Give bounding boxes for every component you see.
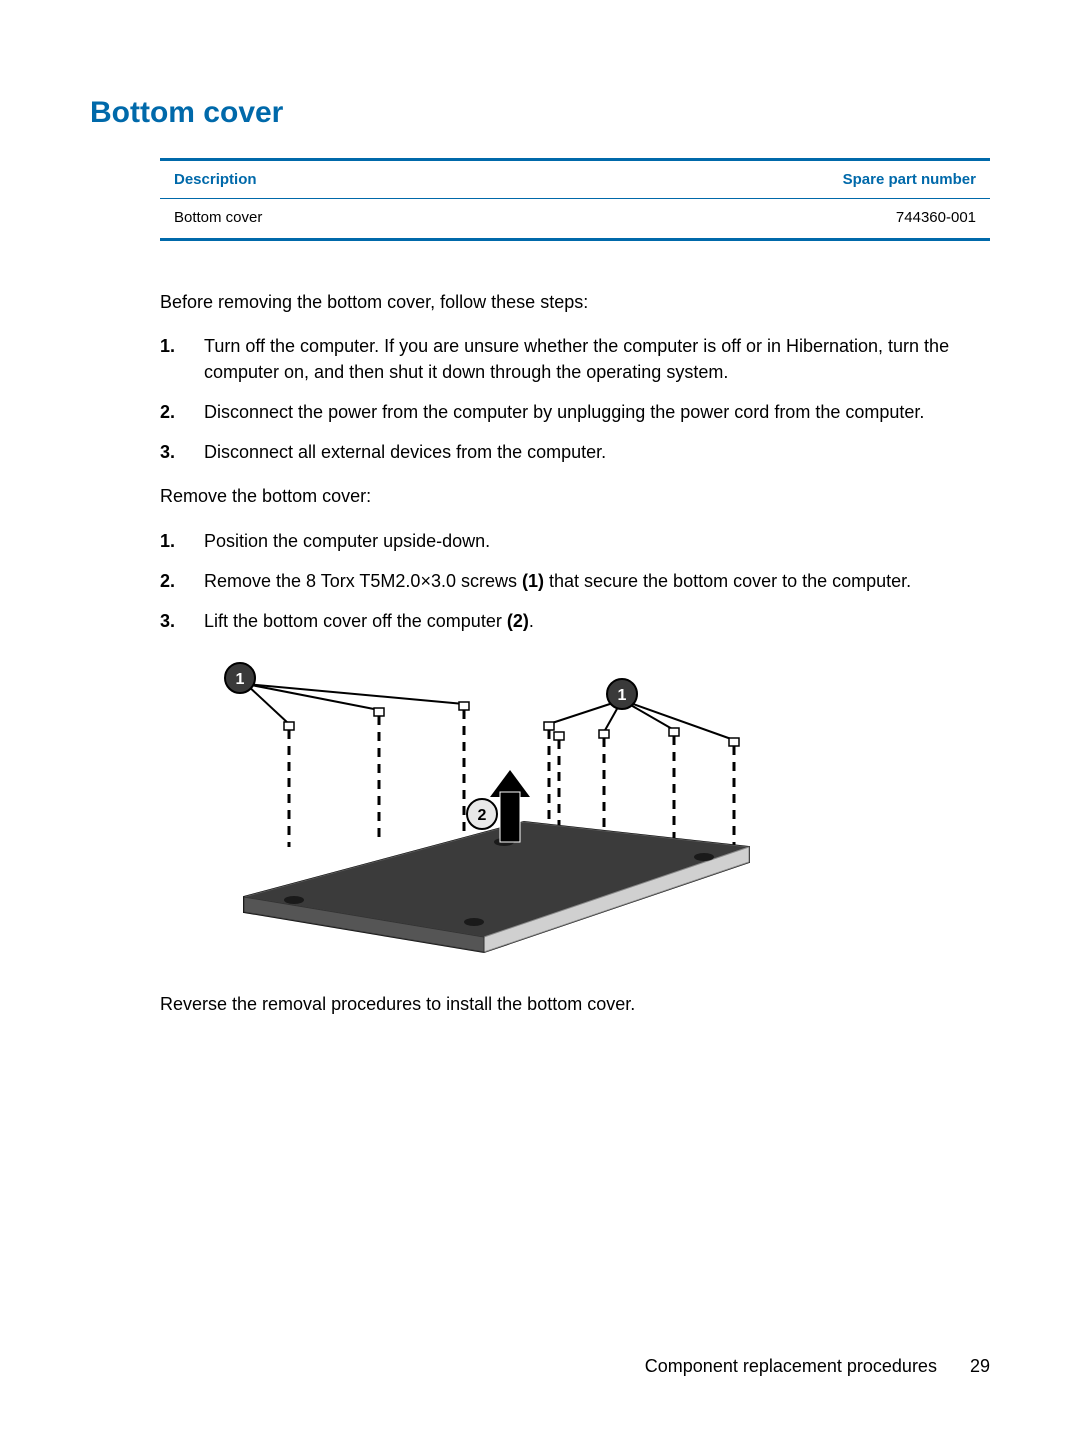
callout-label: 1 (618, 687, 627, 704)
step-text-tail: that secure the bottom cover to the comp… (544, 571, 911, 591)
table-cell-partnumber: 744360-001 (508, 199, 990, 240)
list-item: 3.Lift the bottom cover off the computer… (160, 608, 990, 634)
table-row: Bottom cover 744360-001 (160, 199, 990, 240)
callout-label: 1 (236, 671, 245, 688)
table-header-partnumber: Spare part number (508, 160, 990, 199)
intro-remove-text: Remove the bottom cover: (160, 483, 990, 509)
step-text: Disconnect the power from the computer b… (204, 402, 924, 422)
callout-ref: (1) (522, 571, 544, 591)
footer-page-number: 29 (970, 1356, 990, 1376)
step-text: Remove the 8 Torx T5M2.0×3.0 screws (204, 571, 522, 591)
step-text: Position the computer upside-down. (204, 531, 490, 551)
footer-section-title: Component replacement procedures (645, 1356, 937, 1376)
step-text: Disconnect all external devices from the… (204, 442, 606, 462)
spare-parts-table: Description Spare part number Bottom cov… (160, 158, 990, 241)
table-cell-description: Bottom cover (160, 199, 508, 240)
list-item: 1.Turn off the computer. If you are unsu… (160, 333, 990, 385)
callout-label: 2 (478, 807, 487, 824)
list-item: 1.Position the computer upside-down. (160, 528, 990, 554)
table-header-description: Description (160, 160, 508, 199)
step-text-tail: . (529, 611, 534, 631)
list-item: 2.Disconnect the power from the computer… (160, 399, 990, 425)
remove-steps-list: 1.Position the computer upside-down. 2.R… (160, 528, 990, 634)
intro-before-text: Before removing the bottom cover, follow… (160, 289, 990, 315)
section-heading: Bottom cover (90, 96, 990, 130)
list-item: 2.Remove the 8 Torx T5M2.0×3.0 screws (1… (160, 568, 990, 594)
callout-ref: (2) (507, 611, 529, 631)
step-text: Turn off the computer. If you are unsure… (204, 336, 949, 382)
step-text: Lift the bottom cover off the computer (204, 611, 507, 631)
prep-steps-list: 1.Turn off the computer. If you are unsu… (160, 333, 990, 465)
removal-diagram: 1 1 2 (204, 652, 990, 967)
closing-text: Reverse the removal procedures to instal… (160, 991, 990, 1017)
list-item: 3.Disconnect all external devices from t… (160, 439, 990, 465)
page-footer: Component replacement procedures 29 (645, 1356, 990, 1377)
